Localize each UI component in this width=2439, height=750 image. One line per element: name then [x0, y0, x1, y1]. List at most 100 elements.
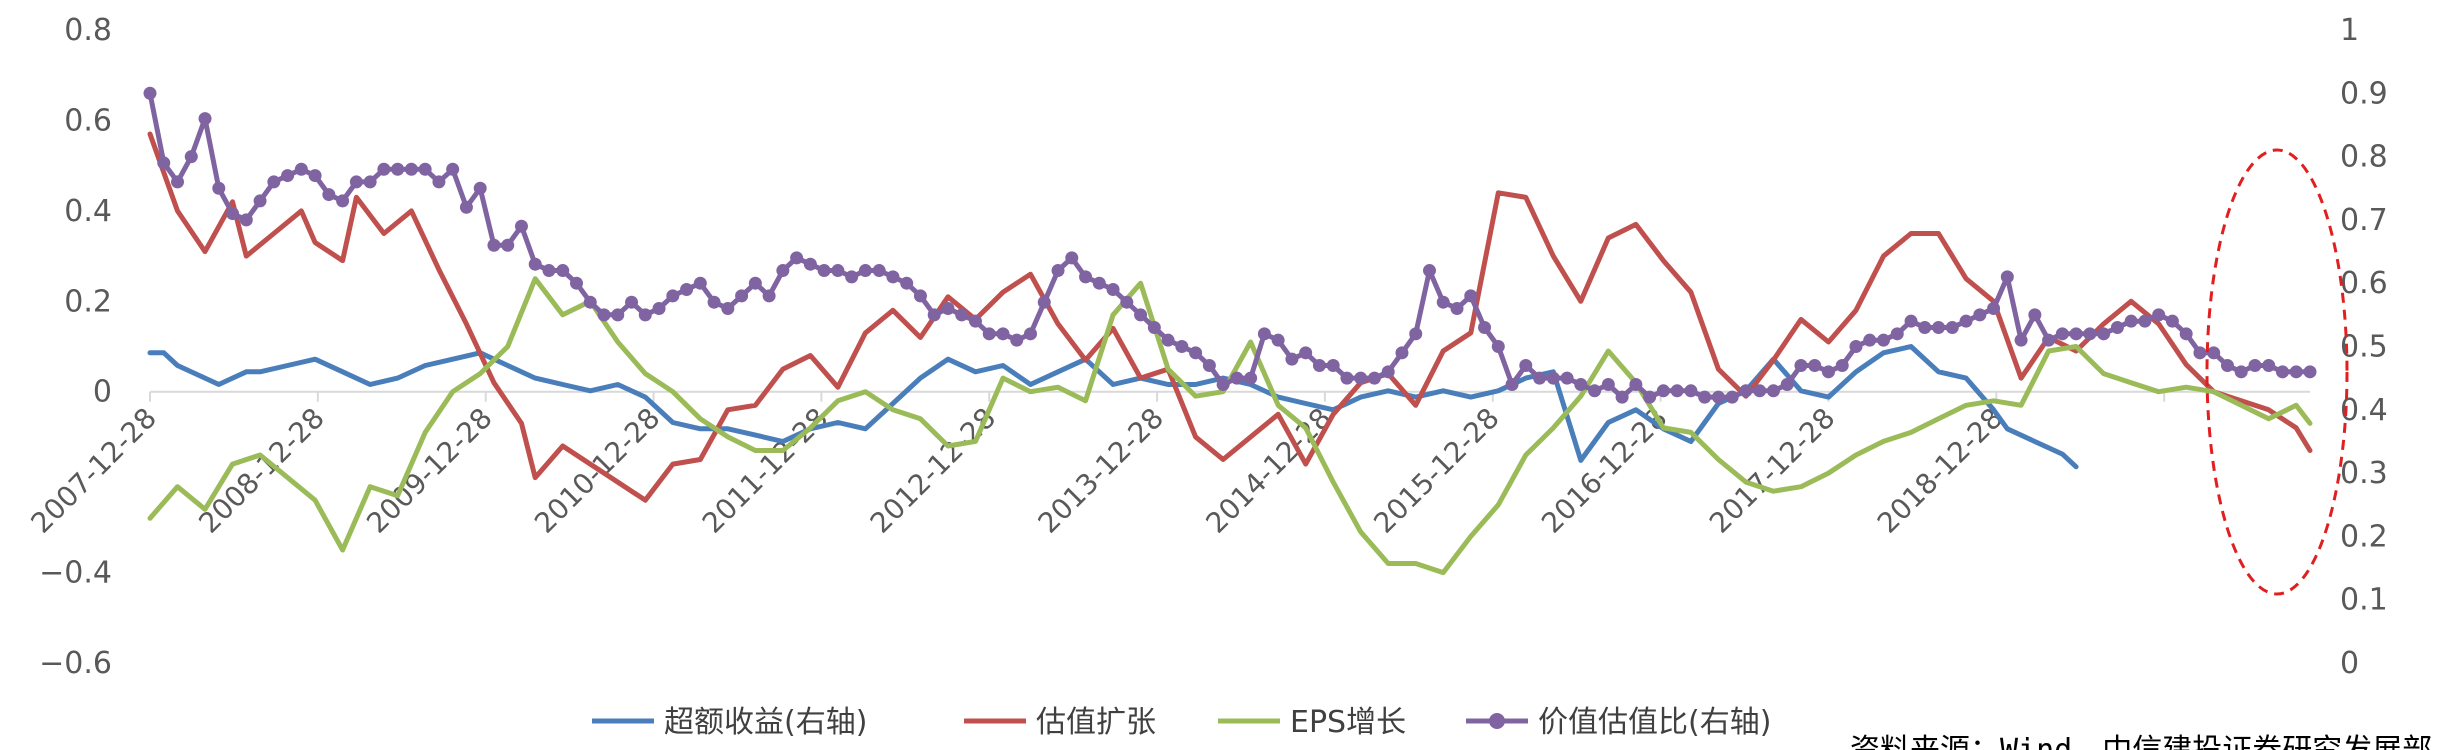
- data-point-marker: [1161, 333, 1175, 347]
- right-y-tick-label: 0.7: [2340, 203, 2388, 238]
- data-point-marker: [1739, 384, 1753, 398]
- data-point-marker: [1959, 314, 1973, 328]
- data-point-marker: [1147, 321, 1161, 335]
- series-line: [147, 131, 2313, 503]
- data-point-marker: [1216, 377, 1230, 391]
- data-point-marker: [1656, 384, 1670, 398]
- data-point-marker: [1478, 321, 1492, 335]
- data-point-marker: [2028, 308, 2042, 322]
- data-point-marker: [1890, 327, 1904, 341]
- data-point-marker: [817, 264, 831, 278]
- data-point-marker: [143, 86, 157, 100]
- data-point-marker: [377, 162, 391, 176]
- data-point-marker: [459, 200, 473, 214]
- data-point-marker: [1945, 321, 1959, 335]
- data-point-marker: [349, 175, 363, 189]
- data-point-marker: [1134, 308, 1148, 322]
- data-point-marker: [2152, 308, 2166, 322]
- data-point-marker: [1285, 352, 1299, 366]
- left-y-tick-label: 0.2: [64, 284, 112, 319]
- data-point-marker: [1821, 365, 1835, 379]
- data-point-marker: [528, 257, 542, 271]
- data-point-marker: [418, 162, 432, 176]
- x-tick-label: 2008-12-28: [192, 401, 330, 539]
- data-point-marker: [638, 308, 652, 322]
- data-point-marker: [1973, 308, 1987, 322]
- data-point-marker: [2220, 358, 2234, 372]
- data-point-marker: [1766, 384, 1780, 398]
- data-point-marker: [1877, 333, 1891, 347]
- data-point-marker: [1354, 371, 1368, 385]
- data-point-marker: [707, 295, 721, 309]
- right-y-tick-label: 0: [2340, 646, 2359, 681]
- data-point-marker: [803, 257, 817, 271]
- data-point-marker: [171, 175, 185, 189]
- legend-item: 估值扩张: [964, 705, 1156, 740]
- data-point-marker: [1560, 371, 1574, 385]
- right-y-tick-label: 1: [2340, 13, 2359, 48]
- source-note: 资料来源：Wind，中信建投证券研究发展部: [1850, 733, 2432, 750]
- data-point-marker: [1175, 340, 1189, 353]
- legend-item: 价值估值比(右轴): [1466, 705, 1771, 740]
- data-point-marker: [2165, 314, 2179, 328]
- data-point-marker: [569, 276, 583, 290]
- data-point-marker: [2303, 365, 2317, 379]
- data-point-marker: [721, 302, 735, 316]
- data-point-marker: [1037, 295, 1051, 309]
- data-point-marker: [968, 314, 982, 328]
- data-point-marker: [2289, 365, 2303, 379]
- data-point-marker: [1312, 358, 1326, 372]
- data-point-marker: [1230, 371, 1244, 385]
- data-point-marker: [1189, 346, 1203, 360]
- data-point-marker: [1120, 295, 1134, 309]
- legend-label: 价值估值比(右轴): [1538, 705, 1771, 740]
- right-y-tick-label: 0.2: [2340, 519, 2388, 554]
- data-point-marker: [473, 181, 487, 195]
- series-line: [147, 276, 2313, 576]
- data-point-marker: [858, 264, 872, 278]
- data-point-marker: [1794, 358, 1808, 372]
- data-point-marker: [611, 308, 625, 322]
- data-point-marker: [1010, 333, 1024, 347]
- data-point-marker: [831, 264, 845, 278]
- legend-marker: [1489, 713, 1505, 729]
- series-line: [147, 90, 2313, 400]
- data-point-marker: [1505, 377, 1519, 391]
- data-point-marker: [900, 276, 914, 290]
- data-point-marker: [363, 175, 377, 189]
- x-tick-label: 2017-12-28: [1703, 401, 1841, 539]
- left-y-tick-label: 0.8: [64, 13, 112, 48]
- data-point-marker: [556, 264, 570, 278]
- data-point-marker: [1904, 314, 1918, 328]
- legend-label: EPS增长: [1290, 705, 1406, 740]
- data-point-marker: [267, 175, 281, 189]
- series-3: [147, 276, 2313, 576]
- data-point-marker: [748, 276, 762, 290]
- x-tick-label: 2013-12-28: [1032, 401, 1170, 539]
- data-point-marker: [776, 264, 790, 278]
- data-point-marker: [1106, 283, 1120, 297]
- data-point-marker: [1533, 371, 1547, 385]
- legend-item: EPS增长: [1218, 705, 1406, 740]
- data-point-marker: [1450, 302, 1464, 316]
- data-point-marker: [2055, 327, 2069, 341]
- data-point-marker: [955, 308, 969, 322]
- data-point-marker: [1615, 390, 1629, 404]
- data-point-marker: [1409, 327, 1423, 341]
- legend-label: 超额收益(右轴): [664, 705, 867, 740]
- data-point-marker: [1395, 346, 1409, 360]
- data-point-marker: [1367, 371, 1381, 385]
- data-point-marker: [542, 264, 556, 278]
- right-y-tick-label: 0.1: [2340, 583, 2388, 618]
- left-y-tick-label: −0.4: [39, 556, 112, 591]
- data-point-marker: [1257, 327, 1271, 341]
- data-point-marker: [680, 283, 694, 297]
- data-point-marker: [2193, 346, 2207, 360]
- data-point-marker: [1918, 321, 1932, 335]
- data-point-marker: [1340, 371, 1354, 385]
- data-point-marker: [1436, 295, 1450, 309]
- data-point-marker: [1629, 377, 1643, 391]
- data-point-marker: [1574, 377, 1588, 391]
- data-point-marker: [294, 162, 308, 176]
- data-point-marker: [845, 270, 859, 284]
